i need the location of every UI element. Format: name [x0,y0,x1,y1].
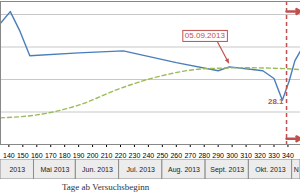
svg-text:210: 210 [101,152,113,158]
svg-text:Jul. 2013: Jul. 2013 [127,166,156,173]
svg-text:N: N [294,166,299,173]
svg-text:190: 190 [73,152,85,158]
svg-text:340: 340 [282,152,294,158]
svg-text:160: 160 [31,152,43,158]
svg-text:310: 310 [240,152,252,158]
svg-text:170: 170 [45,152,57,158]
html-text:Tage ab Versuchsbeginn: Tage ab Versuchsbeginn [62,182,150,192]
svg-text:200: 200 [87,152,99,158]
svg-text:Sept. 2013: Sept. 2013 [210,166,244,174]
svg-text:150: 150 [17,152,29,158]
svg-text:300: 300 [226,152,238,158]
svg-text:05.09.2013: 05.09.2013 [185,31,226,40]
svg-text:140: 140 [3,152,15,158]
svg-text:250: 250 [157,152,169,158]
svg-text:260: 260 [170,152,182,158]
svg-text:Okt. 2013: Okt. 2013 [255,166,285,173]
svg-text:Mai 2013: Mai 2013 [41,166,70,173]
svg-text:28.1: 28.1 [268,97,284,106]
svg-text:2013: 2013 [9,166,25,173]
svg-text:Aug. 2013: Aug. 2013 [168,166,200,174]
svg-text:280: 280 [198,152,210,158]
svg-text:Jun. 2013: Jun. 2013 [82,166,113,173]
svg-text:290: 290 [212,152,224,158]
svg-text:330: 330 [268,152,280,158]
svg-text:180: 180 [59,152,71,158]
svg-text:270: 270 [184,152,196,158]
svg-text:230: 230 [129,152,141,158]
svg-text:320: 320 [254,152,266,158]
svg-text:220: 220 [115,152,127,158]
svg-text:240: 240 [143,152,155,158]
